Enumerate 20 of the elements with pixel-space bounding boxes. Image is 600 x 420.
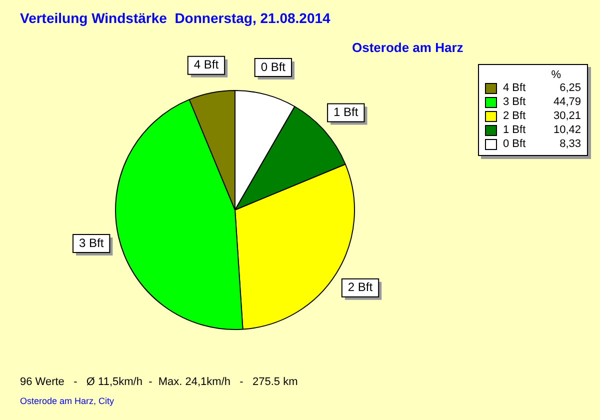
slice-label: 4 Bft <box>194 58 220 72</box>
data-label: 6,25 <box>560 82 581 94</box>
chart-title: Verteilung Windstärke Donnerstag, 21.08.2014 <box>20 10 330 26</box>
slice-label: 3 Bft <box>79 236 104 250</box>
legend-label: 2 Bft <box>503 110 527 122</box>
legend-title: % <box>550 69 562 81</box>
data-label: 30,21 <box>553 110 581 122</box>
text: Osterode am Harz, City <box>20 396 114 406</box>
slice-label: 2 Bft <box>348 280 374 294</box>
legend-label: 0 Bft <box>503 138 527 150</box>
data-label: 10,42 <box>553 124 581 136</box>
chart-subtitle: Osterode am Harz <box>352 40 464 55</box>
data-label: 44,79 <box>553 96 581 108</box>
legend-label: 4 Bft <box>503 82 527 94</box>
slice-label: 1 Bft <box>334 105 359 120</box>
legend-label: 1 Bft <box>503 124 527 136</box>
legend-label: 3 Bft <box>503 96 527 108</box>
slice-label: 0 Bft <box>260 60 286 74</box>
data-label: 8,33 <box>560 138 581 150</box>
text: 96 Werte - Ø 11,5km/h - Max. 24,1km/h - 275.5 km <box>20 376 298 388</box>
